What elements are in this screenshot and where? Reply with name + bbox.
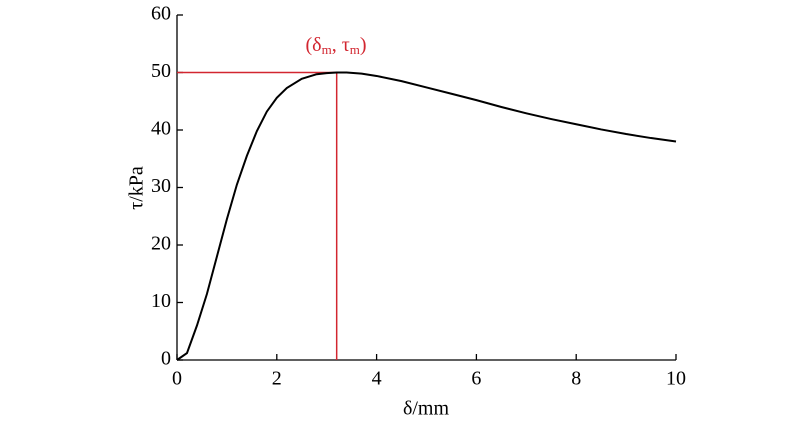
y-axis-label: τ/kPa [126,166,148,210]
y-tick-label: 0 [161,348,171,370]
y-tick-label: 40 [151,118,171,140]
annotation-subscript: m [350,42,360,57]
y-tick-label: 60 [151,3,171,25]
x-tick-label: 8 [571,368,581,390]
curve [176,71,677,361]
y-tick-label: 10 [151,290,171,312]
annotation-part: ) [360,34,367,56]
x-tick-label: 0 [172,368,182,390]
peak-annotation: (δm, τm) [305,34,366,57]
y-tick-label: 30 [151,175,171,197]
x-axis-label: δ/mm [403,398,450,420]
y-tick-label: 50 [151,60,171,82]
x-tick-label: 10 [666,368,686,390]
annotation-part: (δ [305,34,321,56]
x-tick-label: 6 [471,368,481,390]
x-tick-label: 2 [272,368,282,390]
x-tick-label: 4 [372,368,382,390]
y-tick-label: 20 [151,233,171,255]
annotation-subscript: m [322,42,332,57]
annotation-part: , τ [332,34,350,56]
